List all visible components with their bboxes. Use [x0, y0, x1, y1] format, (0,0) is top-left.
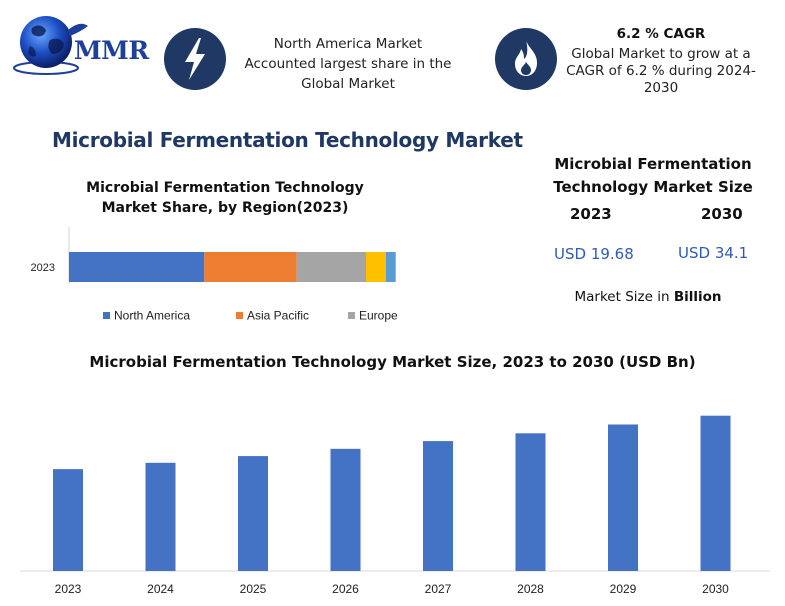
bar-2027: [423, 441, 453, 571]
x-tick-label: 2025: [240, 582, 267, 596]
legend-entry: Europe: [359, 309, 398, 323]
value-end: USD 34.1: [678, 244, 749, 262]
mmr-logo: MMR: [12, 10, 152, 82]
north-america-info: North America Market Accounted largest s…: [236, 34, 460, 94]
share-segment-1: [204, 252, 297, 282]
market-size-bar-chart: 2023 2024 2025 2026 2027 2028 2029 2030: [20, 415, 770, 596]
bar-2029: [608, 424, 638, 571]
year-end: 2030: [701, 205, 743, 223]
info-line: North America Market: [273, 36, 423, 52]
bar-chart-title: Microbial Fermentation Technology Market…: [89, 353, 696, 371]
x-tick-label: 2024: [147, 582, 174, 596]
legend-swatch: [103, 312, 110, 319]
bar-2028: [515, 433, 546, 571]
info-line: Global Market: [301, 76, 395, 92]
market-size-note: Market Size in Billion: [548, 289, 748, 305]
share-chart-title-line: Market Share, by Region(2023): [101, 200, 349, 216]
legend-entry: North America: [114, 309, 190, 323]
x-tick-label: 2029: [610, 582, 637, 596]
info-line: 2030: [643, 80, 679, 96]
share-segment-2: [296, 252, 366, 282]
share-segment-3: [366, 252, 386, 282]
x-tick-label: 2030: [702, 582, 729, 596]
bar-2026: [330, 448, 361, 571]
x-tick-label: 2026: [332, 582, 359, 596]
share-segment-0: [69, 252, 205, 282]
cagr-title: 6.2 % CAGR: [616, 26, 706, 42]
bar-2024: [145, 462, 176, 571]
share-chart-title: Microbial Fermentation Technology Market…: [60, 178, 390, 218]
note-prefix: Market Size in: [574, 289, 674, 305]
bar-2023: [53, 469, 83, 571]
main-title: Microbial Fermentation Technology Market: [52, 128, 523, 152]
x-tick-label: 2028: [517, 582, 544, 596]
info-line: Global Market to grow at a: [571, 46, 751, 62]
x-tick-label: 2023: [55, 582, 82, 596]
legend-entry: Asia Pacific: [247, 309, 309, 323]
info-line: CAGR of 6.2 % during 2024-: [566, 63, 756, 79]
market-size-title-line: Technology Market Size: [553, 178, 753, 196]
value-start: USD 19.68: [554, 245, 634, 263]
bar-2025: [238, 456, 268, 571]
logo-text: MMR: [74, 36, 149, 65]
globe-icon: [13, 16, 88, 75]
legend-swatch: [348, 312, 355, 319]
lightning-bolt-icon: [164, 28, 226, 90]
cagr-info: Global Market to grow at a CAGR of 6.2 %…: [562, 46, 760, 97]
category-label: 2023: [31, 262, 55, 274]
year-start: 2023: [570, 205, 612, 223]
info-line: Accounted largest share in the: [244, 56, 452, 72]
market-size-title: Microbial Fermentation Technology Market…: [548, 153, 758, 199]
share-segment-4: [385, 252, 396, 282]
market-size-title-line: Microbial Fermentation: [554, 155, 752, 173]
x-tick-label: 2027: [425, 582, 452, 596]
flame-icon: [495, 28, 557, 90]
share-chart-title-line: Microbial Fermentation Technology: [86, 180, 364, 196]
legend-swatch: [236, 312, 243, 319]
note-unit: Billion: [673, 289, 722, 305]
region-share-chart: 2023 North America Asia Pacific Europe: [31, 227, 398, 323]
bar-2030: [700, 415, 731, 571]
